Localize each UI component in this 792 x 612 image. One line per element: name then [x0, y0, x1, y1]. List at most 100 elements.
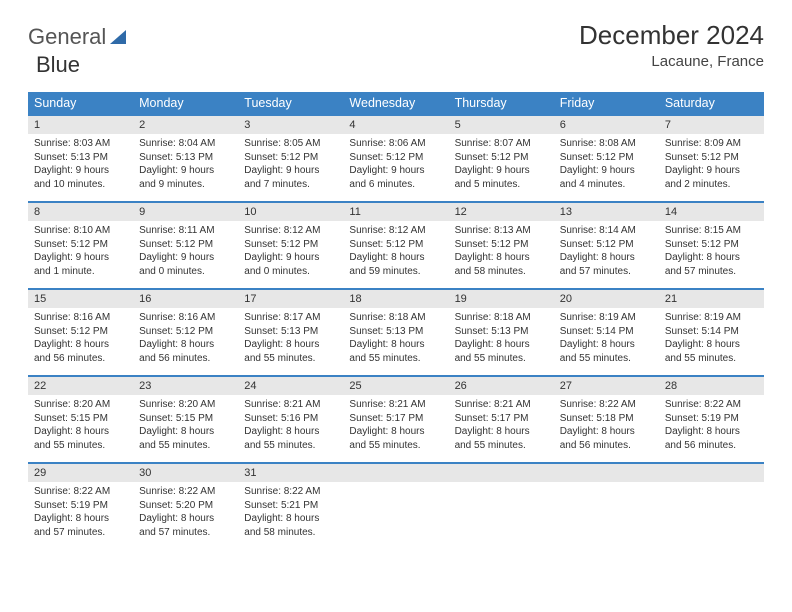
calendar-day-cell — [659, 463, 764, 549]
sunset-text: Sunset: 5:17 PM — [349, 412, 442, 426]
calendar-day-cell: 4Sunrise: 8:06 AMSunset: 5:12 PMDaylight… — [343, 115, 448, 202]
sunrise-text: Sunrise: 8:12 AM — [349, 224, 442, 238]
day-details: Sunrise: 8:19 AMSunset: 5:14 PMDaylight:… — [659, 308, 764, 365]
sunset-text: Sunset: 5:18 PM — [560, 412, 653, 426]
daylight-text: and 56 minutes. — [34, 352, 127, 366]
day-details: Sunrise: 8:21 AMSunset: 5:17 PMDaylight:… — [343, 395, 448, 452]
daylight-text: and 58 minutes. — [244, 526, 337, 540]
sunset-text: Sunset: 5:21 PM — [244, 499, 337, 513]
calendar-day-cell: 17Sunrise: 8:17 AMSunset: 5:13 PMDayligh… — [238, 289, 343, 376]
day-number: 27 — [554, 377, 659, 395]
weekday-header: Monday — [133, 92, 238, 115]
calendar-day-cell: 20Sunrise: 8:19 AMSunset: 5:14 PMDayligh… — [554, 289, 659, 376]
sunset-text: Sunset: 5:15 PM — [139, 412, 232, 426]
sunrise-text: Sunrise: 8:22 AM — [244, 485, 337, 499]
sunrise-text: Sunrise: 8:03 AM — [34, 137, 127, 151]
day-details: Sunrise: 8:03 AMSunset: 5:13 PMDaylight:… — [28, 134, 133, 191]
daylight-text: Daylight: 8 hours — [455, 425, 548, 439]
sunset-text: Sunset: 5:12 PM — [139, 238, 232, 252]
day-number-bar: 6 — [554, 116, 659, 134]
day-number-bar: 24 — [238, 377, 343, 395]
weekday-header: Tuesday — [238, 92, 343, 115]
daylight-text: Daylight: 8 hours — [560, 338, 653, 352]
sunset-text: Sunset: 5:16 PM — [244, 412, 337, 426]
sunset-text: Sunset: 5:12 PM — [34, 325, 127, 339]
day-number-bar: 27 — [554, 377, 659, 395]
day-details: Sunrise: 8:11 AMSunset: 5:12 PMDaylight:… — [133, 221, 238, 278]
day-number: 7 — [659, 116, 764, 134]
daylight-text: and 55 minutes. — [244, 352, 337, 366]
day-number-bar: 9 — [133, 203, 238, 221]
calendar-day-cell: 18Sunrise: 8:18 AMSunset: 5:13 PMDayligh… — [343, 289, 448, 376]
day-number-bar: 16 — [133, 290, 238, 308]
day-number: 5 — [449, 116, 554, 134]
daylight-text: and 7 minutes. — [244, 178, 337, 192]
day-number: 30 — [133, 464, 238, 482]
sunrise-text: Sunrise: 8:13 AM — [455, 224, 548, 238]
day-details: Sunrise: 8:22 AMSunset: 5:21 PMDaylight:… — [238, 482, 343, 539]
sunrise-text: Sunrise: 8:11 AM — [139, 224, 232, 238]
sunrise-text: Sunrise: 8:18 AM — [455, 311, 548, 325]
day-details: Sunrise: 8:22 AMSunset: 5:19 PMDaylight:… — [659, 395, 764, 452]
calendar-day-cell: 9Sunrise: 8:11 AMSunset: 5:12 PMDaylight… — [133, 202, 238, 289]
day-details: Sunrise: 8:12 AMSunset: 5:12 PMDaylight:… — [238, 221, 343, 278]
daylight-text: Daylight: 8 hours — [34, 338, 127, 352]
sunrise-text: Sunrise: 8:20 AM — [34, 398, 127, 412]
day-details: Sunrise: 8:14 AMSunset: 5:12 PMDaylight:… — [554, 221, 659, 278]
daylight-text: Daylight: 9 hours — [665, 164, 758, 178]
sunset-text: Sunset: 5:12 PM — [139, 325, 232, 339]
day-number-bar: 13 — [554, 203, 659, 221]
day-number: 17 — [238, 290, 343, 308]
day-details: Sunrise: 8:21 AMSunset: 5:16 PMDaylight:… — [238, 395, 343, 452]
daylight-text: and 55 minutes. — [665, 352, 758, 366]
calendar-day-cell: 27Sunrise: 8:22 AMSunset: 5:18 PMDayligh… — [554, 376, 659, 463]
day-number: 15 — [28, 290, 133, 308]
calendar-body: 1Sunrise: 8:03 AMSunset: 5:13 PMDaylight… — [28, 115, 764, 549]
empty-day-bar — [554, 464, 659, 482]
day-details: Sunrise: 8:06 AMSunset: 5:12 PMDaylight:… — [343, 134, 448, 191]
sunrise-text: Sunrise: 8:16 AM — [139, 311, 232, 325]
calendar-day-cell: 24Sunrise: 8:21 AMSunset: 5:16 PMDayligh… — [238, 376, 343, 463]
day-details: Sunrise: 8:21 AMSunset: 5:17 PMDaylight:… — [449, 395, 554, 452]
day-number: 14 — [659, 203, 764, 221]
daylight-text: Daylight: 8 hours — [665, 338, 758, 352]
weekday-header: Saturday — [659, 92, 764, 115]
calendar-thead: SundayMondayTuesdayWednesdayThursdayFrid… — [28, 92, 764, 115]
day-details: Sunrise: 8:05 AMSunset: 5:12 PMDaylight:… — [238, 134, 343, 191]
day-details: Sunrise: 8:07 AMSunset: 5:12 PMDaylight:… — [449, 134, 554, 191]
day-details: Sunrise: 8:16 AMSunset: 5:12 PMDaylight:… — [28, 308, 133, 365]
day-details: Sunrise: 8:17 AMSunset: 5:13 PMDaylight:… — [238, 308, 343, 365]
sunset-text: Sunset: 5:13 PM — [455, 325, 548, 339]
daylight-text: and 57 minutes. — [665, 265, 758, 279]
day-number-bar: 19 — [449, 290, 554, 308]
day-details: Sunrise: 8:18 AMSunset: 5:13 PMDaylight:… — [449, 308, 554, 365]
calendar-day-cell: 30Sunrise: 8:22 AMSunset: 5:20 PMDayligh… — [133, 463, 238, 549]
daylight-text: Daylight: 9 hours — [349, 164, 442, 178]
sunrise-text: Sunrise: 8:15 AM — [665, 224, 758, 238]
sunrise-text: Sunrise: 8:22 AM — [139, 485, 232, 499]
day-number: 18 — [343, 290, 448, 308]
weekday-header: Thursday — [449, 92, 554, 115]
daylight-text: Daylight: 8 hours — [139, 425, 232, 439]
daylight-text: Daylight: 9 hours — [34, 164, 127, 178]
sunrise-text: Sunrise: 8:22 AM — [665, 398, 758, 412]
sunset-text: Sunset: 5:12 PM — [349, 151, 442, 165]
calendar-day-cell: 7Sunrise: 8:09 AMSunset: 5:12 PMDaylight… — [659, 115, 764, 202]
calendar-week-row: 15Sunrise: 8:16 AMSunset: 5:12 PMDayligh… — [28, 289, 764, 376]
day-number-bar: 18 — [343, 290, 448, 308]
daylight-text: and 55 minutes. — [349, 352, 442, 366]
calendar-day-cell: 29Sunrise: 8:22 AMSunset: 5:19 PMDayligh… — [28, 463, 133, 549]
sunset-text: Sunset: 5:17 PM — [455, 412, 548, 426]
calendar-day-cell: 5Sunrise: 8:07 AMSunset: 5:12 PMDaylight… — [449, 115, 554, 202]
sunrise-text: Sunrise: 8:12 AM — [244, 224, 337, 238]
day-number: 10 — [238, 203, 343, 221]
day-number: 24 — [238, 377, 343, 395]
daylight-text: Daylight: 8 hours — [455, 251, 548, 265]
day-number: 9 — [133, 203, 238, 221]
sunrise-text: Sunrise: 8:19 AM — [560, 311, 653, 325]
daylight-text: Daylight: 8 hours — [665, 425, 758, 439]
day-details: Sunrise: 8:15 AMSunset: 5:12 PMDaylight:… — [659, 221, 764, 278]
sunrise-text: Sunrise: 8:18 AM — [349, 311, 442, 325]
day-number: 21 — [659, 290, 764, 308]
sunrise-text: Sunrise: 8:08 AM — [560, 137, 653, 151]
